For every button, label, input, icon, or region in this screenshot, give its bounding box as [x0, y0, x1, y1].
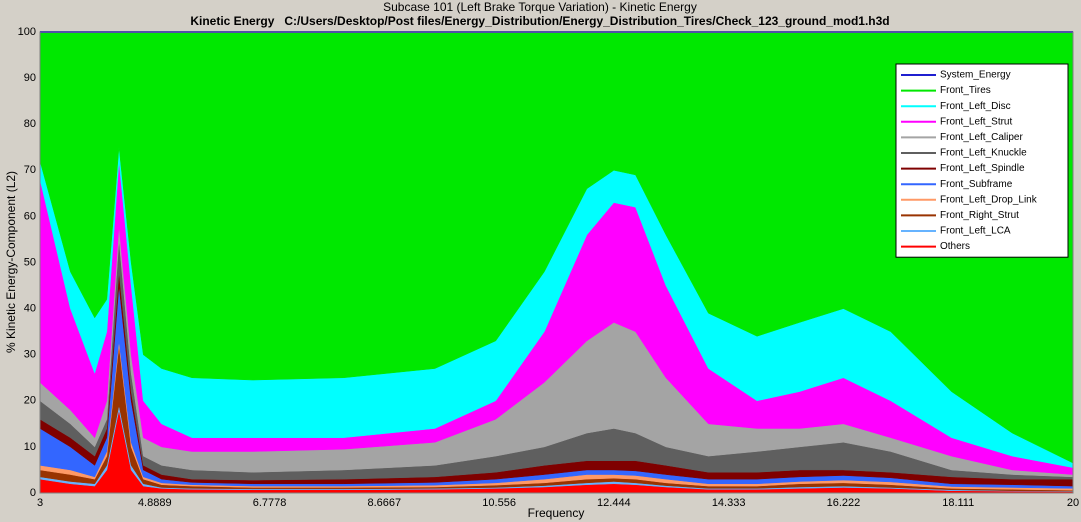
x-tick-label: 8.6667	[368, 497, 402, 509]
legend-label: Front_Left_Strut	[940, 116, 1012, 127]
x-tick-label: 6.7778	[253, 497, 287, 509]
y-tick-label: 0	[30, 487, 36, 499]
legend-label: Others	[940, 241, 970, 252]
legend-label: Front_Right_Strut	[940, 210, 1019, 221]
x-tick-label: 4.8889	[138, 497, 172, 509]
legend-label: Front_Left_Spindle	[940, 163, 1025, 174]
y-tick-label: 90	[24, 72, 36, 84]
legend-label: Front_Subframe	[940, 179, 1013, 190]
legend-label: Front_Left_Caliper	[940, 132, 1023, 143]
y-axis-label: % Kinetic Energy-Component (L2)	[4, 171, 18, 353]
legend-label: Front_Left_Disc	[940, 101, 1011, 112]
legend-label: Front_Left_Drop_Link	[940, 194, 1038, 205]
y-tick-label: 10	[24, 441, 36, 453]
x-axis-label: Frequency	[528, 506, 585, 520]
x-tick-label: 20	[1067, 497, 1079, 509]
x-tick-label: 18.111	[942, 497, 974, 509]
legend-label: Front_Left_LCA	[940, 226, 1011, 237]
y-tick-label: 30	[24, 349, 36, 361]
x-tick-label: 10.556	[482, 497, 516, 509]
legend-label: System_Energy	[940, 70, 1011, 81]
plot-layer	[39, 31, 1074, 494]
x-tick-label: 12.444	[597, 497, 631, 509]
legend-box	[895, 63, 1069, 258]
y-tick-label: 50	[24, 256, 36, 268]
plot-frame	[39, 31, 1074, 494]
x-tick-label: 3	[37, 497, 43, 509]
y-tick-label: 20	[24, 395, 36, 407]
x-tick-label: 16.222	[827, 497, 861, 509]
y-tick-label: 70	[24, 164, 36, 176]
chart-subtitle: Kinetic Energy C:/Users/Desktop/Post fil…	[190, 14, 889, 28]
legend-label: Front_Tires	[940, 85, 991, 96]
legend-label: Front_Left_Knuckle	[940, 148, 1027, 159]
y-tick-label: 60	[24, 210, 36, 222]
x-tick-label: 14.333	[712, 497, 746, 509]
y-tick-label: 80	[24, 118, 36, 130]
y-tick-label: 40	[24, 303, 36, 315]
chart-title: Subcase 101 (Left Brake Torque Variation…	[383, 0, 697, 14]
y-tick-label: 100	[18, 26, 36, 38]
